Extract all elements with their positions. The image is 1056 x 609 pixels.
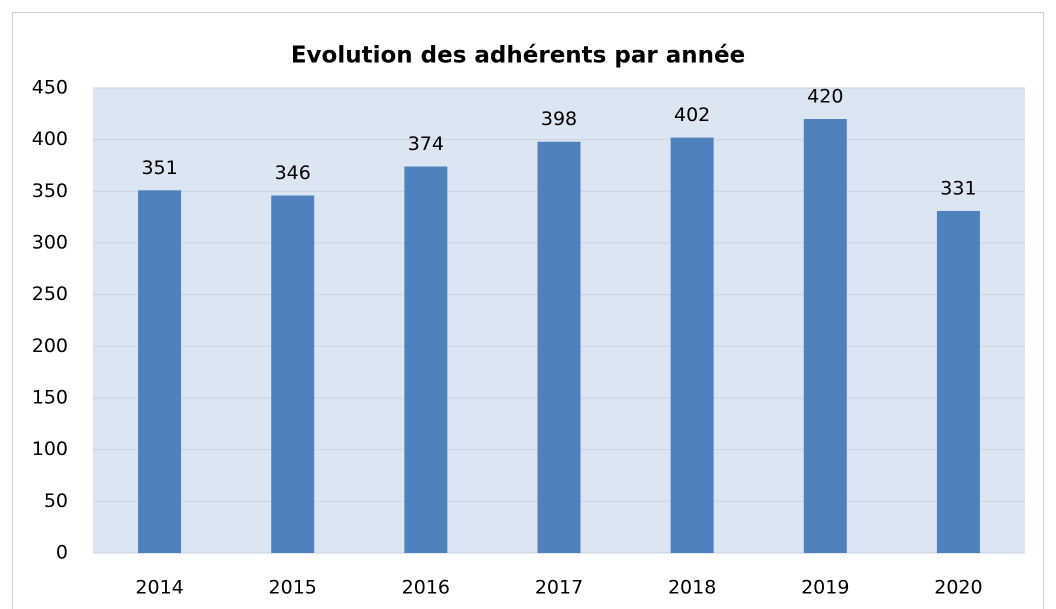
data-label: 402 xyxy=(674,104,710,126)
y-tick-label: 100 xyxy=(32,438,68,460)
x-tick-label: 2017 xyxy=(535,577,583,599)
y-tick-label: 0 xyxy=(56,542,68,564)
x-tick-label: 2019 xyxy=(801,577,849,599)
chart-title: Evolution des adhérents par année xyxy=(291,43,745,69)
y-tick-label: 400 xyxy=(32,128,68,150)
bar xyxy=(271,195,315,553)
bar xyxy=(138,190,182,554)
y-tick-label: 150 xyxy=(32,387,68,409)
data-label: 331 xyxy=(940,177,976,199)
x-tick-label: 2015 xyxy=(269,577,317,599)
y-tick-label: 250 xyxy=(32,283,68,305)
y-tick-label: 350 xyxy=(32,180,68,202)
bar xyxy=(404,166,448,554)
data-label: 374 xyxy=(408,133,444,155)
x-tick-label: 2014 xyxy=(135,577,183,599)
x-tick-label: 2018 xyxy=(668,577,716,599)
data-label: 346 xyxy=(275,162,311,184)
bar xyxy=(936,210,980,553)
y-tick-label: 450 xyxy=(32,77,68,99)
bar xyxy=(670,137,714,553)
bar xyxy=(537,141,581,553)
data-label: 420 xyxy=(807,86,843,108)
data-label: 398 xyxy=(541,108,577,130)
bar xyxy=(803,119,847,553)
data-label: 351 xyxy=(141,157,177,179)
y-tick-label: 200 xyxy=(32,335,68,357)
y-tick-label: 50 xyxy=(44,490,68,512)
x-tick-label: 2020 xyxy=(934,577,982,599)
y-tick-label: 300 xyxy=(32,232,68,254)
x-tick-label: 2016 xyxy=(402,577,450,599)
